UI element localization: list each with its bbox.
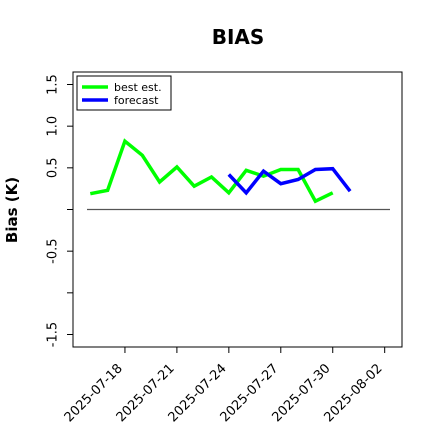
y-axis-label: Bias (K) xyxy=(3,177,21,243)
legend: best est.forecast xyxy=(76,75,172,111)
chart-title: BIAS xyxy=(212,25,265,49)
legend-box xyxy=(76,75,172,111)
series-line-best-est xyxy=(89,138,334,204)
y-axis: -1.5 -0.5 0.5 1.0 1.5 xyxy=(46,74,73,347)
legend-label-forecast: forecast xyxy=(114,94,159,107)
series-line-forecast xyxy=(227,166,352,196)
plot-area xyxy=(87,138,390,211)
y-tick-label: 1.5 xyxy=(46,74,61,95)
y-tick-label: 0.5 xyxy=(46,157,61,178)
y-tick-label: 1.0 xyxy=(46,116,61,137)
y-tick-label: -1.5 xyxy=(46,322,61,347)
x-axis: 2025-07-182025-07-212025-07-242025-07-27… xyxy=(62,347,386,425)
legend-label-best-est: best est. xyxy=(114,81,162,94)
y-tick-label: -0.5 xyxy=(46,238,61,263)
